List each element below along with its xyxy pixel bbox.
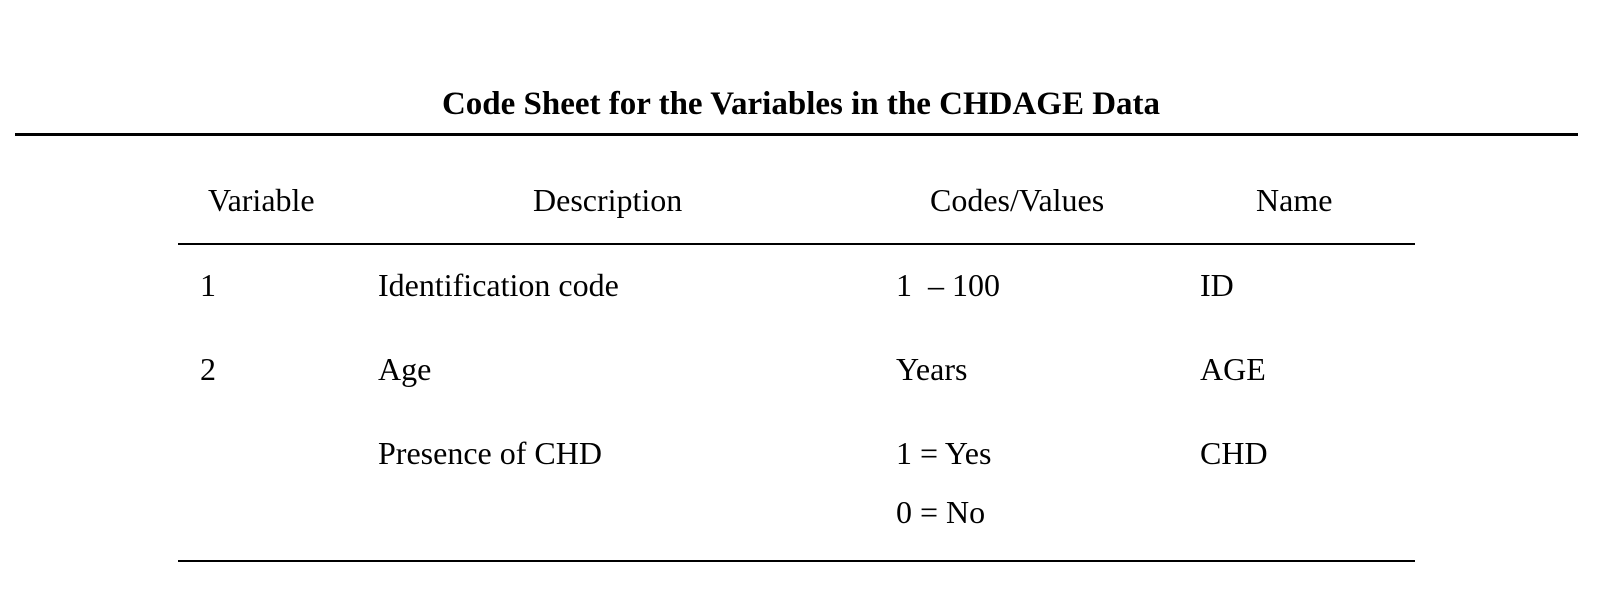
table-header-row: Variable Description Codes/Values Name xyxy=(178,170,1415,245)
cell-variable: 2 xyxy=(200,351,216,387)
code-value: Years xyxy=(896,351,968,387)
table-row: Presence of CHD 1 = Yes 0 = No CHD xyxy=(178,413,1415,562)
code-value: 1 – 100 xyxy=(896,267,1000,303)
cell-codes-values: 1 – 100 xyxy=(896,267,1196,304)
cell-name: AGE xyxy=(1200,351,1266,387)
cell-codes-values: 1 = Yes 0 = No xyxy=(896,435,1196,531)
cell-description: Presence of CHD xyxy=(378,435,602,471)
cell-description: Age xyxy=(378,351,432,387)
header-codes-values: Codes/Values xyxy=(930,182,1105,218)
code-value: 1 = Yes xyxy=(896,435,992,471)
table-row: 1 Identification code 1 – 100 ID xyxy=(178,245,1415,329)
cell-name: CHD xyxy=(1200,435,1268,471)
table-row: 2 Age Years AGE xyxy=(178,329,1415,413)
cell-variable: 1 xyxy=(200,267,216,303)
header-variable: Variable xyxy=(208,182,315,218)
code-sheet-table: Variable Description Codes/Values Name 1… xyxy=(178,170,1415,562)
cell-name: ID xyxy=(1200,267,1234,303)
header-description: Description xyxy=(533,182,683,218)
cell-codes-values: Years xyxy=(896,351,1196,388)
title-rule xyxy=(15,133,1578,136)
code-value: 0 = No xyxy=(896,494,986,530)
header-name: Name xyxy=(1256,182,1333,218)
page-title: Code Sheet for the Variables in the CHDA… xyxy=(441,86,1161,122)
cell-description: Identification code xyxy=(378,267,619,303)
